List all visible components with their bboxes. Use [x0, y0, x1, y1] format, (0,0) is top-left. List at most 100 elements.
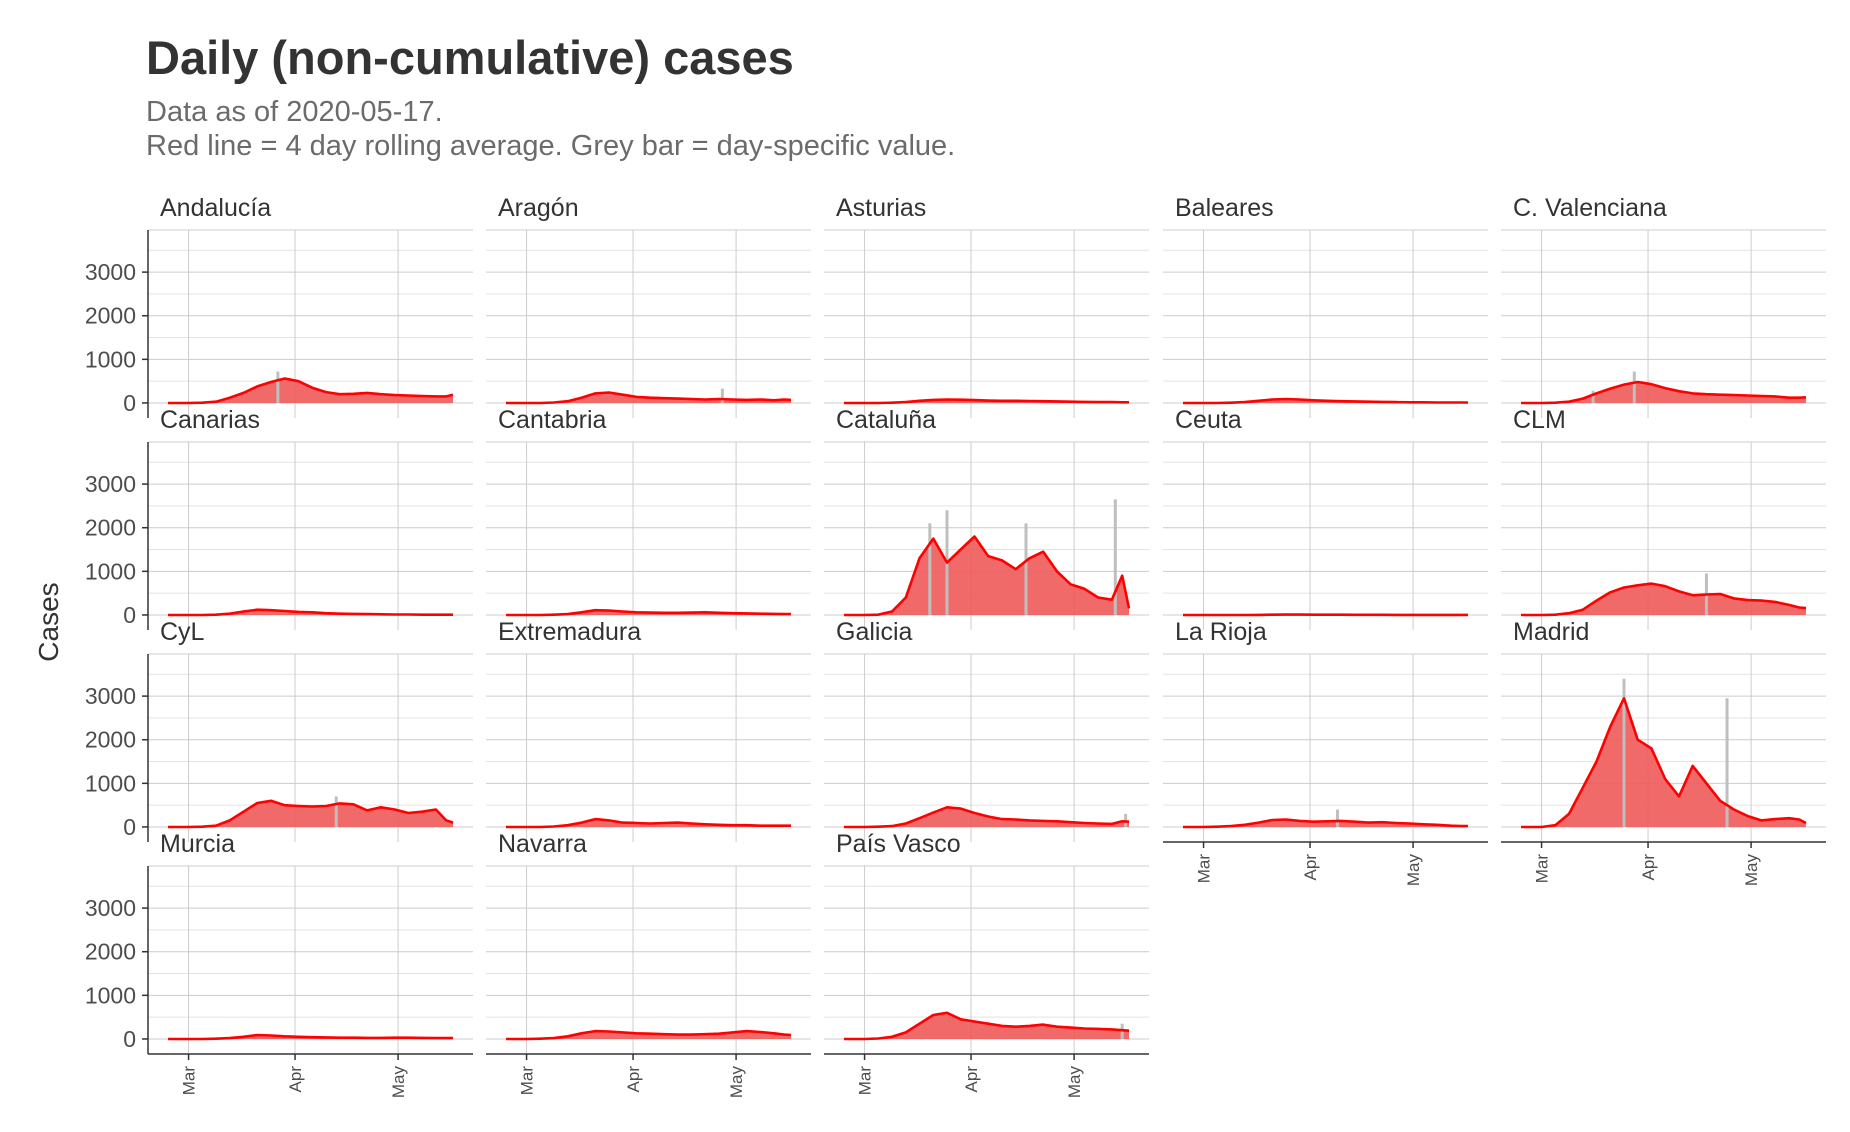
- rolling-average-line: [168, 377, 454, 405]
- x-tick-label: Apr: [1639, 854, 1658, 881]
- y-tick-label: 0: [123, 1026, 136, 1052]
- facet-strip-label: CyL: [160, 618, 205, 646]
- daily-bar: [720, 388, 724, 403]
- daily-area: [843, 1012, 1129, 1039]
- facet-strip-label: Cantabria: [498, 406, 606, 434]
- facet-strip-label: Murcia: [160, 830, 235, 858]
- x-tick-label: Mar: [1533, 854, 1552, 884]
- daily-area: [167, 378, 453, 403]
- daily-area: [505, 1031, 791, 1039]
- daily-bar: [1725, 698, 1729, 827]
- x-tick-label: Apr: [1301, 854, 1320, 881]
- daily-area: [843, 536, 1129, 615]
- facet-strip-label: Baleares: [1175, 194, 1274, 222]
- y-tick-label: 2000: [85, 727, 136, 753]
- facet-strip-label: Cataluña: [836, 406, 936, 434]
- x-tick-label: May: [1742, 854, 1761, 887]
- x-tick-label: Mar: [518, 1066, 537, 1096]
- facet-panel: Madrid Mar Apr May: [1501, 618, 1826, 886]
- y-tick-label: 3000: [85, 683, 136, 709]
- y-tick-label: 2000: [85, 515, 136, 541]
- facet-strip-label: Andalucía: [160, 194, 271, 222]
- daily-area: [1520, 698, 1806, 827]
- facet-strip-label: Madrid: [1513, 618, 1589, 646]
- daily-bar: [334, 796, 338, 827]
- facet-panel: Baleares: [1163, 194, 1488, 418]
- x-tick-label: Mar: [856, 1066, 875, 1096]
- rolling-average-line: [168, 1033, 453, 1041]
- facet-panel: Canarias 0 1000 2000 3000: [85, 406, 473, 630]
- x-tick-label: May: [727, 1066, 746, 1099]
- y-tick-label: 1000: [85, 558, 136, 584]
- x-tick-label: Apr: [962, 1066, 981, 1093]
- y-tick-label: 2000: [85, 303, 136, 329]
- facet-panel: Cantabria: [486, 406, 811, 630]
- rolling-average-line: [1521, 697, 1807, 829]
- daily-area: [1520, 382, 1806, 403]
- y-tick-label: 3000: [85, 471, 136, 497]
- facet-strip-label: País Vasco: [836, 830, 961, 858]
- facet-strip-label: Galicia: [836, 618, 913, 646]
- y-tick-label: 3000: [85, 895, 136, 921]
- rolling-average-line: [506, 391, 792, 405]
- y-tick-label: 0: [123, 814, 136, 840]
- x-tick-label: May: [1065, 1066, 1084, 1099]
- rolling-average-line: [1183, 818, 1468, 829]
- chart-title: Daily (non-cumulative) cases: [146, 31, 794, 84]
- facet-panel: Galicia: [824, 618, 1149, 842]
- rolling-average-line: [1521, 582, 1807, 617]
- rolling-average-line: [506, 608, 791, 617]
- facet-panel: CyL 0 1000 2000 3000: [85, 618, 473, 842]
- chart-subtitle-line-1: Data as of 2020-05-17.: [146, 96, 443, 128]
- rolling-average-line: [168, 608, 453, 617]
- facet-panel: C. Valenciana: [1501, 194, 1826, 418]
- y-tick-label: 0: [123, 602, 136, 628]
- facet-panel: Cataluña: [824, 406, 1149, 630]
- daily-bar: [1336, 809, 1340, 827]
- rolling-average-line: [168, 799, 454, 829]
- daily-bar: [276, 371, 280, 403]
- facet-panel: País Vasco Mar Apr May: [824, 830, 1149, 1098]
- y-tick-label: 2000: [85, 939, 136, 965]
- daily-bar: [1024, 523, 1028, 615]
- chart-subtitle-line-2: Red line = 4 day rolling average. Grey b…: [146, 130, 956, 162]
- rolling-average-line: [506, 817, 791, 829]
- facet-strip-label: Asturias: [836, 194, 926, 222]
- facet-panel: Ceuta: [1163, 406, 1488, 630]
- y-tick-label: 1000: [85, 982, 136, 1008]
- rolling-average-line: [844, 806, 1130, 829]
- facet-panel: Murcia 0 1000 2000 3000 Mar Apr May: [85, 830, 473, 1098]
- x-tick-label: May: [389, 1066, 408, 1099]
- daily-area: [1182, 819, 1468, 827]
- facet-panel: Navarra Mar Apr May: [486, 830, 811, 1098]
- facet-panel: CLM: [1501, 406, 1826, 630]
- rolling-average-line: [844, 398, 1129, 405]
- facet-panel: Asturias: [824, 194, 1149, 418]
- facet-strip-label: Navarra: [498, 830, 587, 858]
- facet-panel: Extremadura: [486, 618, 811, 842]
- facet-panel: Aragón: [486, 194, 811, 418]
- facet-strip-label: Extremadura: [498, 618, 641, 646]
- facet-strip-label: Aragón: [498, 194, 579, 222]
- facet-panel: La Rioja Mar Apr May: [1163, 618, 1488, 886]
- facet-strip-label: La Rioja: [1175, 618, 1267, 646]
- facet-strip-label: C. Valenciana: [1513, 194, 1667, 222]
- rolling-average-line: [1183, 397, 1468, 405]
- x-tick-label: May: [1404, 854, 1423, 887]
- x-tick-label: Apr: [624, 1066, 643, 1093]
- daily-area: [1520, 583, 1806, 615]
- rolling-average-line: [844, 1011, 1130, 1041]
- rolling-average-line: [1521, 380, 1807, 405]
- y-tick-label: 1000: [85, 346, 136, 372]
- daily-bar: [1622, 678, 1626, 827]
- daily-bar: [1113, 499, 1117, 615]
- x-tick-label: Mar: [1195, 854, 1214, 884]
- facet-strip-label: Ceuta: [1175, 406, 1242, 434]
- facet-strip-label: CLM: [1513, 406, 1566, 434]
- x-tick-label: Apr: [286, 1066, 305, 1093]
- y-tick-label: 3000: [85, 259, 136, 285]
- daily-bar: [1591, 390, 1595, 403]
- facet-strip-label: Canarias: [160, 406, 260, 434]
- y-axis-title: Cases: [33, 582, 64, 661]
